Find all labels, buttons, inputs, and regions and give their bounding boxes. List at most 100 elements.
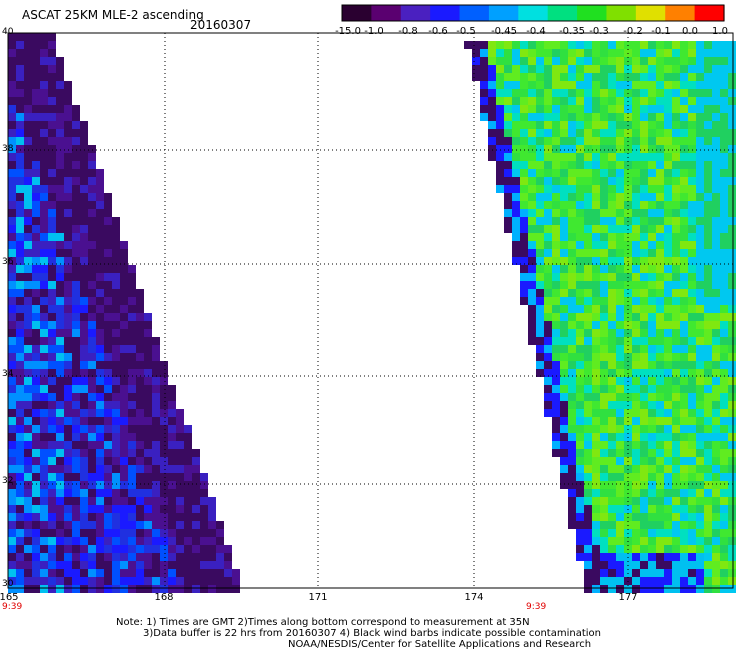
swath-cell [712,161,720,169]
swath-cell [584,449,592,457]
swath-cell [32,521,40,529]
swath-cell [632,473,640,481]
swath-cell [128,577,136,585]
swath-cell [96,569,104,577]
swath-cell [568,281,576,289]
swath-cell [616,265,624,273]
swath-cell [176,489,184,497]
swath-cell [664,457,672,465]
swath-cell [712,569,720,577]
swath-cell [552,113,560,121]
swath-cell [112,505,120,513]
swath-cell [632,209,640,217]
swath-cell [696,497,704,505]
swath-cell [96,553,104,561]
swath-cell [136,457,144,465]
swath-cell [504,177,512,185]
swath-cell [728,337,736,345]
swath-cell [56,161,64,169]
swath-cell [720,513,728,521]
swath-cell [632,561,640,569]
swath-cell [8,417,16,425]
swath-cell [168,409,176,417]
swath-cell [656,257,664,265]
swath-cell [16,585,24,593]
swath-cell [72,569,80,577]
swath-cell [728,105,736,113]
swath-cell [528,281,536,289]
swath-cell [728,369,736,377]
swath-cell [96,209,104,217]
colorbar-segment [400,5,431,21]
swath-cell [680,145,688,153]
swath-cell [616,209,624,217]
swath-cell [528,273,536,281]
swath-cell [704,313,712,321]
swath-cell [56,345,64,353]
swath-cell [608,409,616,417]
swath-cell [608,233,616,241]
swath-cell [128,417,136,425]
swath-cell [688,177,696,185]
lon-label-168: 168 [154,592,174,603]
swath-cell [48,193,56,201]
swath-cell [608,201,616,209]
swath-cell [592,385,600,393]
swath-cell [88,449,96,457]
swath-cell [96,393,104,401]
swath-cell [648,289,656,297]
swath-cell [552,193,560,201]
swath-cell [88,481,96,489]
swath-cell [560,233,568,241]
swath-cell [56,545,64,553]
swath-cell [664,41,672,49]
swath-cell [112,457,120,465]
swath-cell [72,297,80,305]
swath-cell [608,121,616,129]
swath-cell [712,529,720,537]
swath-cell [16,441,24,449]
swath-cell [640,281,648,289]
swath-cell [720,505,728,513]
swath-cell [648,297,656,305]
swath-cell [72,113,80,121]
swath-cell [728,481,736,489]
swath-cell [48,233,56,241]
swath-cell [640,369,648,377]
swath-cell [512,41,520,49]
swath-cell [672,465,680,473]
swath-cell [712,273,720,281]
swath-cell [520,129,528,137]
left-swath [8,33,240,593]
swath-cell [720,161,728,169]
swath-cell [672,513,680,521]
swath-cell [192,577,200,585]
swath-cell [712,385,720,393]
colorbar-label: -0.4 [526,26,546,37]
swath-cell [728,225,736,233]
swath-cell [104,489,112,497]
swath-cell [552,97,560,105]
swath-cell [568,161,576,169]
swath-cell [520,57,528,65]
swath-cell [16,113,24,121]
colorbar-label: -0.8 [398,26,418,37]
swath-cell [688,361,696,369]
swath-cell [32,281,40,289]
swath-cell [720,561,728,569]
swath-cell [72,449,80,457]
swath-cell [560,433,568,441]
swath-cell [32,225,40,233]
swath-cell [688,481,696,489]
swath-cell [728,305,736,313]
swath-cell [712,49,720,57]
swath-cell [632,393,640,401]
swath-cell [496,89,504,97]
swath-cell [712,393,720,401]
swath-cell [600,393,608,401]
swath-cell [160,561,168,569]
colorbar-label: -1.0 [364,26,384,37]
swath-cell [96,545,104,553]
swath-cell [128,537,136,545]
swath-cell [696,545,704,553]
